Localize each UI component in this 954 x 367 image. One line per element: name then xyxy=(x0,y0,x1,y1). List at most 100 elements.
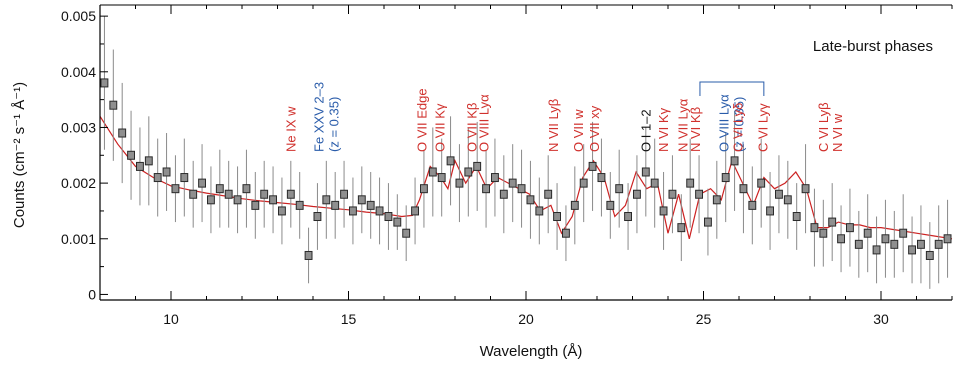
y-tick-label: 0.005 xyxy=(61,8,96,24)
data-bin xyxy=(340,189,348,199)
data-bin xyxy=(890,239,899,249)
line-label: N VI Kβ xyxy=(688,107,703,152)
line-label: O VII Kγ xyxy=(432,103,447,152)
data-bin xyxy=(810,223,819,233)
data-bin xyxy=(349,206,357,216)
data-bin xyxy=(153,173,162,183)
data-bin xyxy=(695,189,703,199)
x-tick-label: 30 xyxy=(873,311,889,327)
data-bin xyxy=(215,184,224,194)
data-bin xyxy=(934,239,943,249)
x-tick-label: 25 xyxy=(696,311,712,327)
data-bin xyxy=(357,195,366,205)
data-bin xyxy=(837,234,845,244)
data-bin xyxy=(411,206,419,216)
data-bin xyxy=(499,189,508,199)
line-label: Fe XXV 2–3 xyxy=(312,82,327,152)
line-label: Ne IX w xyxy=(283,106,298,152)
data-bin xyxy=(109,100,118,110)
data-bin xyxy=(757,178,766,188)
panel-label: Late-burst phases xyxy=(813,38,933,55)
data-bin xyxy=(721,173,730,183)
data-points-layer xyxy=(100,16,952,289)
y-tick-label: 0 xyxy=(88,286,96,302)
data-bin xyxy=(792,212,801,222)
data-bin xyxy=(872,245,881,255)
data-bin xyxy=(801,184,810,194)
line-label: O VIII Lyα xyxy=(477,94,492,152)
data-bin xyxy=(508,178,517,188)
line-label: C VI Lyβ xyxy=(816,102,831,152)
x-axis-label: Wavelength (Å) xyxy=(480,343,583,360)
data-bin xyxy=(242,184,251,194)
line-label: O VII Edge xyxy=(415,88,430,152)
data-bin xyxy=(198,178,206,188)
data-bin xyxy=(633,189,641,199)
data-bin xyxy=(189,189,198,199)
data-bin xyxy=(491,173,499,183)
y-tick-label: 0.003 xyxy=(61,119,96,135)
data-bin xyxy=(775,189,783,199)
line-label: C VI Lyδ xyxy=(731,103,746,152)
data-bin xyxy=(641,167,650,177)
data-bin xyxy=(233,195,242,205)
data-bin xyxy=(180,173,189,183)
data-bin xyxy=(251,200,260,210)
data-bin xyxy=(428,167,437,177)
data-bin xyxy=(624,212,632,222)
data-bin xyxy=(100,78,109,88)
data-bin xyxy=(819,228,828,238)
data-bin xyxy=(943,234,952,244)
data-bin xyxy=(739,184,748,194)
data-bin xyxy=(544,189,553,199)
data-bin xyxy=(482,184,490,194)
data-bin xyxy=(668,189,677,199)
data-bin xyxy=(650,178,659,188)
data-bin xyxy=(322,195,331,205)
data-bin xyxy=(207,195,215,205)
data-bin xyxy=(748,200,757,210)
data-bin xyxy=(783,195,792,205)
line-label: C VI Lyγ xyxy=(755,103,770,152)
data-bin xyxy=(881,234,890,244)
data-bin xyxy=(269,195,277,205)
data-bin xyxy=(712,195,721,205)
data-bin xyxy=(304,250,313,260)
data-bin xyxy=(677,223,686,233)
data-bin xyxy=(473,161,482,171)
data-bin xyxy=(446,156,455,166)
redshift-bracket xyxy=(699,81,765,96)
line-label: O VIII Lyα xyxy=(716,94,731,152)
line-label: O I 1–2 xyxy=(638,109,653,152)
line-label: N VII Lyβ xyxy=(546,99,561,152)
data-bin xyxy=(286,189,295,199)
data-bin xyxy=(925,250,934,260)
data-bin xyxy=(313,212,322,222)
data-bin xyxy=(730,156,739,166)
data-bin xyxy=(863,228,872,238)
data-bin xyxy=(331,200,340,210)
data-bin xyxy=(659,206,668,216)
data-bin xyxy=(224,189,233,199)
line-label: O VII xy xyxy=(587,105,602,152)
data-bin xyxy=(588,161,597,171)
data-bin xyxy=(535,206,544,216)
data-bin xyxy=(171,184,180,194)
data-bin xyxy=(686,178,695,188)
data-bin xyxy=(517,184,526,194)
data-bin xyxy=(118,128,127,138)
data-bin xyxy=(402,228,411,238)
data-bin xyxy=(366,200,375,210)
data-bin xyxy=(615,184,624,194)
data-bin xyxy=(393,217,402,227)
data-bin xyxy=(766,206,774,216)
data-bin xyxy=(375,206,384,216)
line-label: N VI w xyxy=(830,113,845,152)
data-bin xyxy=(127,150,135,160)
data-bin xyxy=(455,178,464,188)
data-bin xyxy=(144,156,153,166)
data-bin xyxy=(384,212,393,222)
x-tick-label: 15 xyxy=(341,311,357,327)
data-bin xyxy=(908,245,916,255)
data-bin xyxy=(464,167,473,177)
